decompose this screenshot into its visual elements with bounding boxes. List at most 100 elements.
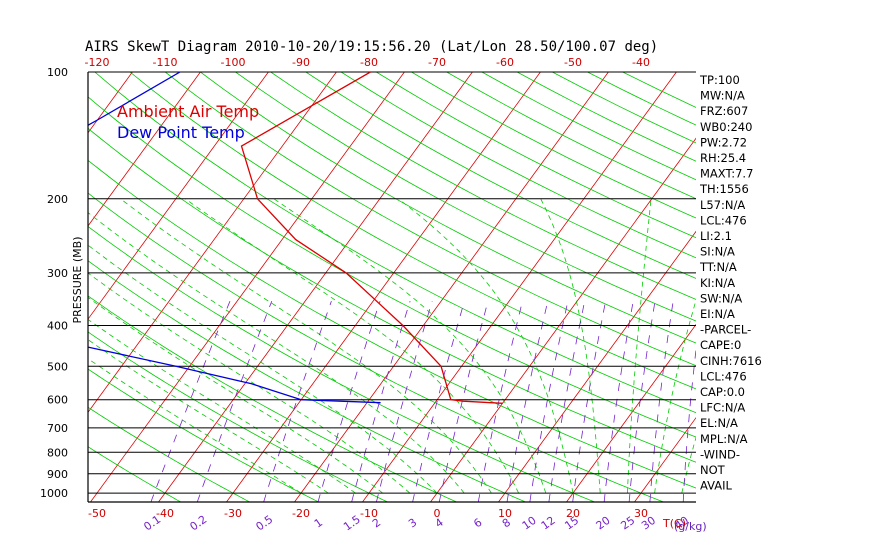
pressure-tick-label: 800 <box>47 446 68 459</box>
dry-adiabat-line <box>88 368 319 502</box>
mixing-ratio-line <box>603 301 634 502</box>
mixing-ratio-line <box>548 301 586 502</box>
mixing-ratio-line <box>682 347 696 502</box>
temp-tick-label: -40 <box>156 507 174 520</box>
y-axis-label: PRESSURE (MB) <box>71 237 84 324</box>
top-temp-tick-label: -100 <box>221 56 246 69</box>
dry-adiabat-line <box>88 260 526 502</box>
top-temp-tick-label: -90 <box>292 56 310 69</box>
dry-adiabat-line <box>305 72 696 279</box>
isotherm-line <box>566 323 696 502</box>
isotherm-line <box>634 417 696 502</box>
isotherm-line <box>430 137 696 502</box>
moist-adiabat-line <box>88 339 329 494</box>
dry-adiabat-line <box>88 225 595 502</box>
mixing-ratio-line <box>196 300 273 502</box>
dry-adiabat-line <box>200 72 696 344</box>
isotherm-line <box>88 72 201 227</box>
moist-adiabat-line <box>398 198 574 494</box>
mixing-ratio-unit: (g/kg) <box>674 520 707 533</box>
isotherm-line <box>88 72 269 320</box>
mixing-ratio-line <box>263 300 332 502</box>
dry-adiabat-line <box>88 295 457 502</box>
pressure-tick-label: 900 <box>47 468 68 481</box>
dry-adiabat-line <box>235 72 696 322</box>
mixing-ratio-line <box>376 300 433 502</box>
stat-entry: EI:N/A <box>700 307 735 321</box>
dry-adiabat-line <box>340 72 696 259</box>
mixing-ratio-line <box>529 301 569 502</box>
stat-entry: AVAIL <box>700 479 733 493</box>
stat-entry: FRZ:607 <box>700 104 748 118</box>
dry-adiabat-line <box>88 127 696 463</box>
stat-entry: LCL:476 <box>700 369 747 383</box>
stat-entry: -PARCEL- <box>700 323 751 337</box>
isotherm-line <box>498 230 696 502</box>
isotherm-line <box>294 72 609 502</box>
top-temp-tick-label: -40 <box>632 56 650 69</box>
pressure-tick-label: 400 <box>47 320 68 333</box>
stat-entry: RH:25.4 <box>700 151 746 165</box>
pressure-tick-label: 600 <box>47 394 68 407</box>
top-temp-tick-label: -50 <box>564 56 582 69</box>
dry-adiabat-line <box>164 72 696 367</box>
mixing-ratio-line <box>477 301 523 502</box>
stat-entry: NOT <box>700 463 726 477</box>
mixing-ratio-line <box>317 300 381 502</box>
mixing-ratio-line <box>649 301 674 502</box>
stat-entry: CAPE:0 <box>700 338 741 352</box>
pressure-tick-label: 700 <box>47 422 68 435</box>
temp-tick-label: 20 <box>566 507 580 520</box>
temp-tick-label: 0 <box>434 507 441 520</box>
mixing-ratio-line <box>506 301 549 502</box>
chart-title: AIRS SkewT Diagram 2010-10-20/19:15:56.2… <box>85 39 658 55</box>
stat-entry: KI:N/A <box>700 276 735 290</box>
legend-dew-point-temp: Dew Point Temp <box>117 123 245 142</box>
pressure-tick-label: 500 <box>47 360 68 373</box>
stat-entry: SW:N/A <box>700 291 742 305</box>
stat-entry: -WIND- <box>700 447 740 461</box>
top-temp-tick-label: -120 <box>85 56 110 69</box>
stat-entry: LFC:N/A <box>700 401 745 415</box>
dew-point-temp-line <box>88 72 381 404</box>
stat-entry: WB0:240 <box>700 120 752 134</box>
stat-entry: TP:100 <box>699 73 740 87</box>
dry-adiabat-line <box>88 96 696 438</box>
pressure-tick-label: 200 <box>47 193 68 206</box>
dry-adiabat-line <box>94 72 696 414</box>
stat-entry: MAXT:7.7 <box>700 167 753 181</box>
stat-entry: CINH:7616 <box>700 354 762 368</box>
stat-entry: CAP:0.0 <box>700 385 745 399</box>
isotherm-line <box>88 72 337 413</box>
stat-entry: LI:2.1 <box>700 229 732 243</box>
stat-entry: EL:N/A <box>700 416 738 430</box>
top-temp-tick-label: -80 <box>360 56 378 69</box>
dry-adiabat-line <box>129 72 696 390</box>
moist-adiabat-line <box>88 244 438 494</box>
stat-entry: MW:N/A <box>700 89 745 103</box>
top-temp-tick-label: -70 <box>428 56 446 69</box>
dry-adiabat-line <box>88 159 696 489</box>
temp-tick-label: -20 <box>292 507 310 520</box>
dry-adiabat-line <box>270 72 696 300</box>
mixing-ratio-line <box>412 300 465 502</box>
stat-entry: TH:1556 <box>699 182 749 196</box>
pressure-tick-label: 300 <box>47 267 68 280</box>
pressure-tick-label: 1000 <box>40 487 68 500</box>
mixing-ratio-line <box>351 300 411 502</box>
stat-entry: TT:N/A <box>699 260 737 274</box>
stat-entry: L57:N/A <box>700 198 745 212</box>
isobars <box>88 71 696 494</box>
mixing-ratio-line <box>572 301 606 502</box>
dry-adiabat-line <box>88 446 181 502</box>
top-temp-tick-label: -60 <box>496 56 514 69</box>
mixing-ratio-line <box>438 300 489 502</box>
x-axis-unit-tc: T(C) <box>662 517 686 530</box>
dry-adiabat-line <box>88 192 664 502</box>
stat-entry: MPL:N/A <box>700 432 748 446</box>
profiles <box>88 72 503 404</box>
mixing-ratio-line <box>628 301 656 502</box>
top-temp-tick-label: -110 <box>153 56 178 69</box>
temp-tick-label: 30 <box>634 507 648 520</box>
